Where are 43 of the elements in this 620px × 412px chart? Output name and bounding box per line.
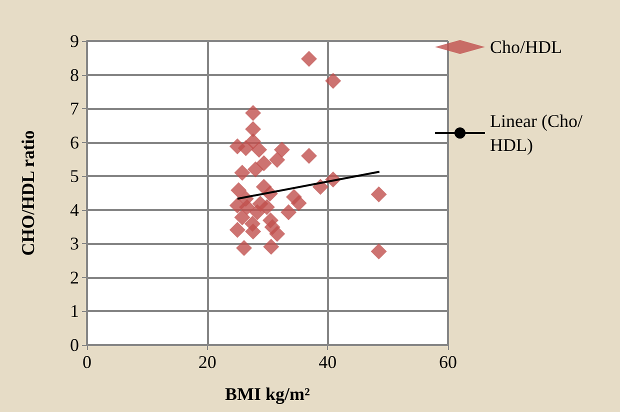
point xyxy=(325,72,342,89)
point xyxy=(245,121,262,138)
point xyxy=(370,243,387,260)
y-axis-title: CHO/HDL ratio xyxy=(18,130,38,256)
point xyxy=(256,178,272,195)
legend-label: Linear (Cho/HDL) xyxy=(490,111,582,155)
x-axis-title: BMI kg/m² xyxy=(225,384,310,404)
y-tick-label: 3 xyxy=(70,234,79,254)
y-tick-label: 4 xyxy=(70,200,79,220)
x-tick-label: 40 xyxy=(318,352,337,372)
point xyxy=(247,161,264,178)
point xyxy=(370,186,387,202)
x-tick-label: 20 xyxy=(198,352,216,372)
point xyxy=(245,104,262,121)
x-tick-label: 0 xyxy=(82,352,92,372)
point xyxy=(290,195,307,212)
y-tick-label: 1 xyxy=(70,301,79,322)
y-tick-label: 7 xyxy=(70,98,79,119)
point xyxy=(258,199,275,216)
legend-label: Cho/HDL xyxy=(490,37,562,57)
point xyxy=(230,182,247,198)
y-tick-label: 6 xyxy=(70,132,79,152)
point xyxy=(229,222,246,238)
point xyxy=(234,209,250,226)
point xyxy=(301,50,318,67)
point xyxy=(274,142,290,158)
y-tick-label: 9 xyxy=(70,31,79,51)
y-tick-label: 5 xyxy=(70,166,79,186)
point xyxy=(245,133,262,150)
point xyxy=(263,238,280,255)
point xyxy=(249,204,266,220)
y-tick-label: 8 xyxy=(70,64,79,85)
point xyxy=(251,142,268,158)
y-tick-label: 2 xyxy=(70,267,79,288)
point xyxy=(301,148,318,164)
y-tick-label: 0 xyxy=(70,335,79,355)
point xyxy=(269,152,286,168)
point xyxy=(280,204,297,220)
point xyxy=(264,219,280,236)
point xyxy=(244,216,260,232)
point xyxy=(236,240,252,256)
point xyxy=(234,164,250,181)
x-tick-label: 60 xyxy=(439,352,457,372)
